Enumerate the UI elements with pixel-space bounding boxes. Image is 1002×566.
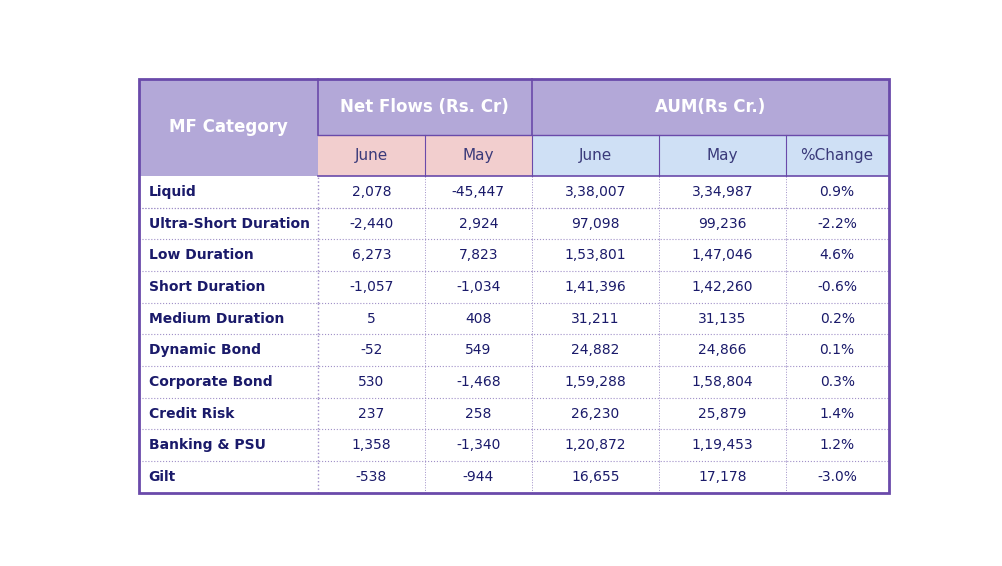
Text: 3,34,987: 3,34,987	[690, 185, 753, 199]
Text: 1,19,453: 1,19,453	[690, 438, 753, 452]
Bar	[139, 239, 888, 271]
Bar	[139, 176, 888, 208]
Text: Gilt: Gilt	[148, 470, 175, 484]
Text: 25,879: 25,879	[697, 406, 745, 421]
Text: AUM(Rs Cr.): AUM(Rs Cr.)	[654, 98, 765, 116]
Text: 530: 530	[358, 375, 384, 389]
Text: 26,230: 26,230	[570, 406, 619, 421]
Text: 1,20,872: 1,20,872	[564, 438, 625, 452]
Text: -45,447: -45,447	[452, 185, 504, 199]
Text: 1.2%: 1.2%	[819, 438, 854, 452]
Text: -1,034: -1,034	[456, 280, 500, 294]
Text: 99,236: 99,236	[697, 217, 745, 230]
Text: MF Category: MF Category	[169, 118, 288, 136]
Text: 237: 237	[358, 406, 384, 421]
Bar	[531, 135, 658, 176]
Text: Corporate Bond: Corporate Bond	[148, 375, 273, 389]
Text: 0.9%: 0.9%	[819, 185, 854, 199]
Text: 16,655: 16,655	[570, 470, 619, 484]
Text: -1,057: -1,057	[349, 280, 393, 294]
Bar	[785, 135, 888, 176]
Bar	[139, 461, 888, 493]
Text: 549: 549	[465, 344, 491, 357]
Text: 2,078: 2,078	[352, 185, 391, 199]
Bar	[658, 135, 785, 176]
Text: -3.0%: -3.0%	[817, 470, 857, 484]
Text: -538: -538	[356, 470, 387, 484]
Text: Low Duration: Low Duration	[148, 248, 254, 262]
Text: 0.3%: 0.3%	[819, 375, 854, 389]
Text: -1,468: -1,468	[456, 375, 500, 389]
Text: 1,41,396: 1,41,396	[564, 280, 625, 294]
Text: 1,358: 1,358	[351, 438, 391, 452]
Bar	[425, 135, 531, 176]
Bar	[139, 79, 318, 176]
Bar	[318, 135, 425, 176]
Text: 31,211: 31,211	[570, 312, 619, 325]
Text: %Change: %Change	[800, 148, 873, 163]
Text: -52: -52	[360, 344, 382, 357]
Text: May: May	[705, 148, 737, 163]
Text: 17,178: 17,178	[697, 470, 745, 484]
Text: 7,823: 7,823	[458, 248, 498, 262]
Text: 258: 258	[465, 406, 491, 421]
Text: Liquid: Liquid	[148, 185, 196, 199]
Text: -1,340: -1,340	[456, 438, 500, 452]
Text: 0.2%: 0.2%	[819, 312, 854, 325]
Bar	[139, 398, 888, 430]
Text: 6,273: 6,273	[352, 248, 391, 262]
Text: 24,866: 24,866	[697, 344, 745, 357]
Text: -944: -944	[462, 470, 494, 484]
Text: Short Duration: Short Duration	[148, 280, 265, 294]
Text: Banking & PSU: Banking & PSU	[148, 438, 266, 452]
Text: 24,882: 24,882	[570, 344, 619, 357]
Bar	[139, 303, 888, 335]
Text: Medium Duration: Medium Duration	[148, 312, 284, 325]
Text: 5: 5	[367, 312, 376, 325]
Bar	[139, 366, 888, 398]
Bar	[139, 208, 888, 239]
Text: Ultra-Short Duration: Ultra-Short Duration	[148, 217, 310, 230]
Text: Dynamic Bond: Dynamic Bond	[148, 344, 261, 357]
Bar	[318, 79, 531, 135]
Text: 1,47,046: 1,47,046	[690, 248, 753, 262]
Text: 408: 408	[465, 312, 491, 325]
Text: 2,924: 2,924	[458, 217, 498, 230]
Text: 31,135: 31,135	[697, 312, 745, 325]
Text: -0.6%: -0.6%	[817, 280, 857, 294]
Text: June: June	[578, 148, 611, 163]
Bar	[531, 79, 888, 135]
Text: 1,58,804: 1,58,804	[690, 375, 753, 389]
Text: 1,42,260: 1,42,260	[690, 280, 753, 294]
Text: 1,59,288: 1,59,288	[564, 375, 625, 389]
Bar	[139, 271, 888, 303]
Text: 3,38,007: 3,38,007	[564, 185, 625, 199]
Text: June: June	[355, 148, 388, 163]
Text: 1,53,801: 1,53,801	[564, 248, 625, 262]
Text: 97,098: 97,098	[570, 217, 619, 230]
Text: -2,440: -2,440	[349, 217, 393, 230]
Text: May: May	[462, 148, 494, 163]
Text: Net Flows (Rs. Cr): Net Flows (Rs. Cr)	[340, 98, 509, 116]
Text: 0.1%: 0.1%	[819, 344, 854, 357]
Text: 1.4%: 1.4%	[819, 406, 854, 421]
Text: 4.6%: 4.6%	[819, 248, 854, 262]
Bar	[139, 335, 888, 366]
Text: -2.2%: -2.2%	[817, 217, 857, 230]
Text: Credit Risk: Credit Risk	[148, 406, 233, 421]
Bar	[139, 430, 888, 461]
